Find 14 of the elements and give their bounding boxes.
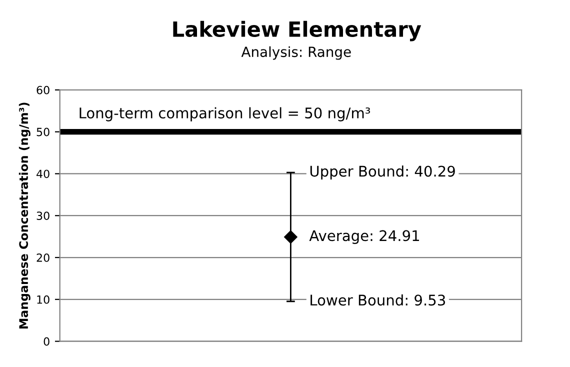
ref-line-label: Long-term comparison level = 50 ng/m³ [80,107,370,122]
chart-title: Lakeview Elementary [173,20,422,42]
annotation: Lower Bound: 9.53 [310,294,446,306]
y-tick-label: 20 [36,253,50,262]
annotation: Upper Bound: 40.29 [310,165,455,180]
y-axis-title: Manganese Concentration (ng/m³) [18,102,30,328]
y-tick-label: 30 [36,212,50,220]
chart-subtitle: Analysis: Range [241,46,351,60]
y-tick-label: 0 [44,337,50,346]
annotation: Average: 24.91 [309,230,420,244]
y-tick-label: 50 [36,128,50,136]
y-tick-label: 40 [36,170,50,178]
y-tick-label: 10 [37,295,50,304]
y-tick-label: 60 [36,86,50,94]
